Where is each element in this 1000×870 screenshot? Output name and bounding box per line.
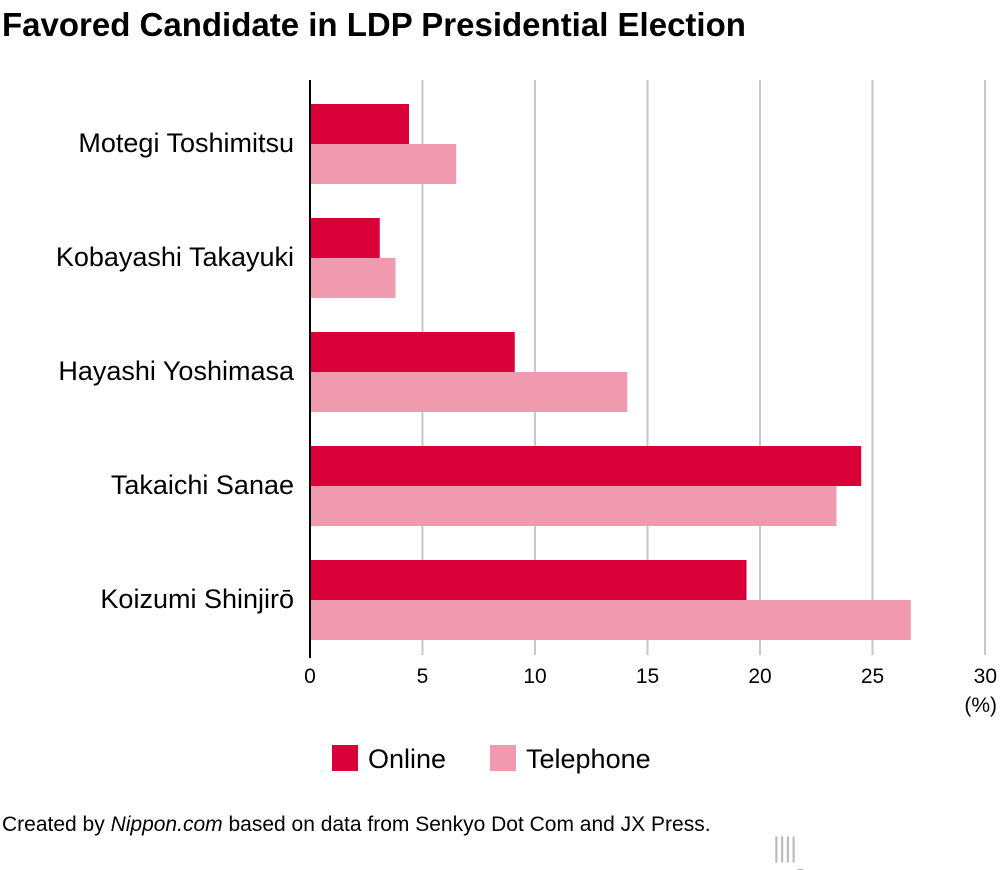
x-tick-label: 15 bbox=[636, 665, 659, 688]
x-unit-label: (%) bbox=[964, 694, 997, 717]
x-tick-label: 25 bbox=[861, 665, 884, 688]
category-label: Koizumi Shinjirō bbox=[100, 584, 294, 614]
bar-online bbox=[310, 218, 380, 258]
nippon-logo: |||| nippon.com bbox=[772, 833, 975, 870]
legend-swatch-online bbox=[332, 745, 358, 771]
credit-site: Nippon.com bbox=[110, 813, 223, 836]
category-label: Motegi Toshimitsu bbox=[78, 128, 294, 158]
legend-swatch-telephone bbox=[490, 745, 516, 771]
x-tick-label: 30 bbox=[974, 665, 997, 688]
x-tick-label: 20 bbox=[748, 665, 771, 688]
bar-telephone bbox=[310, 144, 457, 184]
x-tick-label: 0 bbox=[304, 665, 316, 688]
credit-prefix: Created by bbox=[2, 813, 111, 836]
legend-label: Telephone bbox=[526, 744, 651, 774]
chart-title: Favored Candidate in LDP Presidential El… bbox=[2, 6, 746, 43]
bar-telephone bbox=[310, 486, 837, 526]
category-label: Hayashi Yoshimasa bbox=[58, 356, 295, 386]
bar-telephone bbox=[310, 258, 396, 298]
credit-suffix: based on data from Senkyo Dot Com and JX… bbox=[222, 813, 711, 836]
bar-online bbox=[310, 446, 862, 486]
category-label: Takaichi Sanae bbox=[111, 470, 294, 500]
bar-online bbox=[310, 104, 409, 144]
bar-telephone bbox=[310, 372, 628, 412]
category-label: Kobayashi Takayuki bbox=[56, 242, 294, 272]
credit-text: Created by Nippon.com based on data from… bbox=[2, 810, 762, 839]
x-tick-label: 10 bbox=[523, 665, 546, 688]
bar-online bbox=[310, 332, 515, 372]
bar-telephone bbox=[310, 600, 911, 640]
legend-label: Online bbox=[368, 744, 446, 774]
x-tick-label: 5 bbox=[417, 665, 429, 688]
bar-online bbox=[310, 560, 747, 600]
